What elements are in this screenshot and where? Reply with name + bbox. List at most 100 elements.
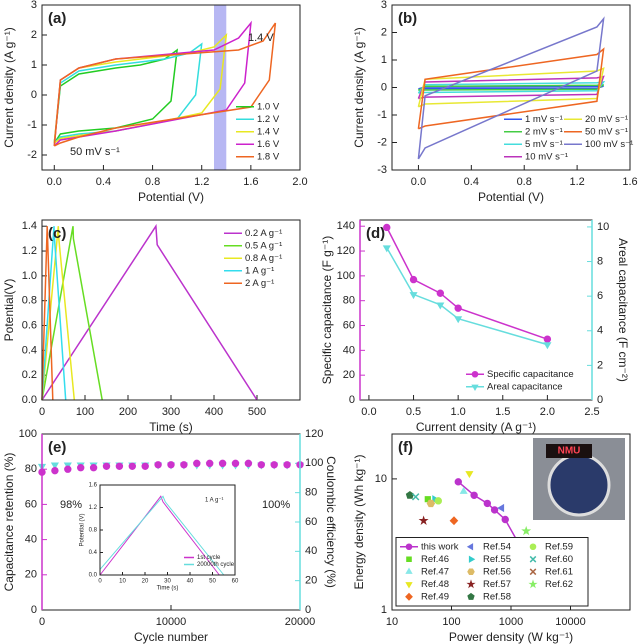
marker bbox=[501, 515, 509, 524]
y2-tick-label: 8 bbox=[597, 255, 603, 267]
legend-marker bbox=[406, 556, 412, 562]
legend-label: Ref.47 bbox=[421, 566, 449, 577]
legend-marker bbox=[405, 592, 413, 601]
marker bbox=[115, 462, 124, 470]
marker bbox=[383, 223, 391, 232]
series-line bbox=[417, 47, 605, 130]
x-tick-label: 30 bbox=[164, 579, 171, 585]
x-axis-label: Power density (W kg⁻¹) bbox=[449, 630, 573, 644]
plot-background bbox=[42, 220, 300, 400]
annotation: 50 mV s⁻¹ bbox=[70, 146, 120, 158]
legend-label: 1.2 V bbox=[257, 114, 280, 125]
marker bbox=[77, 464, 85, 472]
marker bbox=[434, 497, 442, 505]
y-tick-label: 0.8 bbox=[22, 295, 37, 307]
marker bbox=[244, 459, 253, 468]
legend-label: 0.2 A g⁻¹ bbox=[245, 228, 282, 239]
marker bbox=[180, 461, 188, 469]
legend-label: Ref.62 bbox=[545, 579, 573, 590]
marker bbox=[64, 465, 72, 473]
y-tick-label: 0 bbox=[31, 89, 37, 101]
y-tick-label: 3 bbox=[31, 0, 37, 11]
y-axis-label: Energy density (Wh kg⁻¹) bbox=[352, 454, 366, 589]
x-tick-label: 10000 bbox=[555, 616, 586, 628]
x-tick-label: 0.4 bbox=[96, 176, 111, 188]
legend-label: Specific capacitance bbox=[487, 369, 574, 380]
marker bbox=[418, 515, 429, 526]
marker bbox=[449, 516, 459, 526]
y-tick-label: 1.2 bbox=[89, 505, 98, 511]
y-tick-label: -1 bbox=[377, 109, 387, 121]
legend-label: 5 mV s⁻¹ bbox=[525, 139, 563, 150]
marker bbox=[206, 459, 214, 468]
y-tick-label: 2 bbox=[31, 29, 37, 41]
x-tick-label: 1000 bbox=[499, 616, 523, 628]
marker bbox=[454, 304, 462, 312]
legend-label: Ref.54 bbox=[483, 541, 511, 552]
panel-label: (b) bbox=[398, 10, 417, 27]
x-tick-label: 20000 bbox=[285, 616, 316, 628]
legend-label: Ref.55 bbox=[483, 554, 511, 565]
y-axis-label: Current density (A g⁻¹) bbox=[2, 27, 16, 147]
y2-tick-label: 0 bbox=[305, 604, 311, 616]
y-tick-label: 20 bbox=[343, 369, 355, 381]
x-tick-label: 2.0 bbox=[540, 406, 555, 418]
legend-label: 1 mV s⁻¹ bbox=[525, 114, 563, 125]
legend-label: 100 mV s⁻¹ bbox=[585, 139, 633, 150]
marker bbox=[409, 275, 418, 284]
x-tick-label: 300 bbox=[162, 406, 180, 418]
series-line bbox=[53, 22, 277, 147]
y-tick-label: 2 bbox=[381, 26, 387, 38]
marker bbox=[409, 292, 418, 300]
y2-tick-label: 80 bbox=[305, 487, 317, 499]
marker bbox=[465, 471, 474, 479]
marker bbox=[50, 462, 59, 470]
legend-label: Ref.56 bbox=[483, 566, 511, 577]
legend-label: Ref.48 bbox=[421, 579, 449, 590]
marker bbox=[141, 462, 149, 470]
marker bbox=[490, 506, 499, 514]
legend-label: 20000th cycle bbox=[197, 562, 235, 568]
series-line bbox=[41, 223, 258, 401]
x-tick-label: 1.0 bbox=[451, 406, 466, 418]
y2-tick-label: 4 bbox=[597, 325, 603, 337]
y-tick-label: -2 bbox=[27, 149, 37, 161]
y2-tick-label: 100 bbox=[305, 457, 323, 469]
y-tick-label: 0 bbox=[381, 81, 387, 93]
marker bbox=[454, 478, 462, 486]
series-line bbox=[418, 83, 605, 92]
series-line bbox=[41, 226, 54, 401]
marker bbox=[128, 462, 137, 470]
legend-marker bbox=[471, 384, 479, 392]
x-tick-label: 1.6 bbox=[622, 176, 637, 188]
inset-background bbox=[100, 485, 235, 575]
y-tick-label: 60 bbox=[343, 319, 355, 331]
marker bbox=[382, 245, 391, 253]
x-tick-label: 10 bbox=[119, 579, 126, 585]
x-tick-label: 10000 bbox=[156, 616, 187, 628]
x-tick-label: 0 bbox=[39, 616, 45, 628]
legend-label: 10 mV s⁻¹ bbox=[525, 151, 568, 162]
marker bbox=[257, 461, 265, 469]
photo-text: NMU bbox=[558, 446, 581, 457]
y-tick-label: 1 bbox=[381, 54, 387, 66]
marker bbox=[470, 491, 478, 499]
marker bbox=[167, 461, 175, 469]
x-tick-label: 200 bbox=[119, 406, 137, 418]
x-axis-label: Current density (A g⁻¹) bbox=[416, 420, 536, 434]
plot-frame bbox=[391, 4, 631, 171]
y-tick-label: 40 bbox=[25, 534, 37, 546]
x-tick-label: 2.0 bbox=[292, 176, 307, 188]
y-tick-label: 20 bbox=[25, 569, 37, 581]
legend-label: 1.4 V bbox=[257, 126, 280, 137]
panel-label: (f) bbox=[398, 439, 413, 456]
legend-label: 0.5 A g⁻¹ bbox=[245, 240, 282, 251]
legend-label: Ref.60 bbox=[545, 554, 573, 565]
marker bbox=[231, 459, 240, 468]
panel-label: (c) bbox=[48, 225, 66, 242]
x-axis-label: Potential (V) bbox=[478, 190, 544, 204]
marker bbox=[270, 461, 278, 469]
y2-tick-label: 20 bbox=[305, 575, 317, 587]
x-tick-label: 1.2 bbox=[569, 176, 584, 188]
